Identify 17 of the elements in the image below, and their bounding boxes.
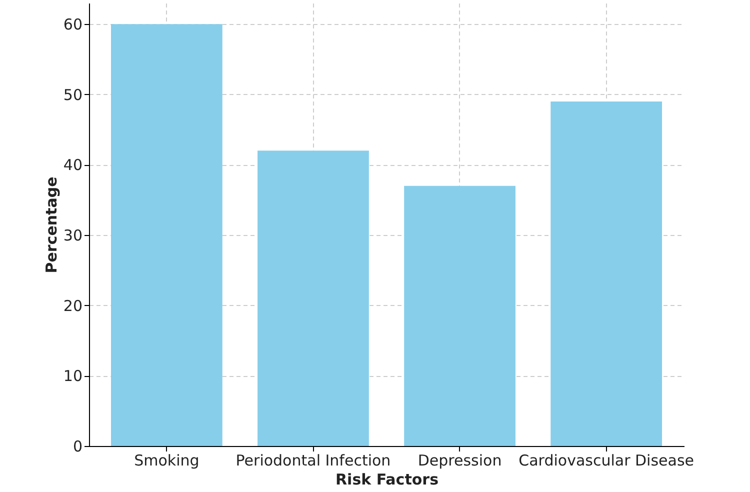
x-tick-label: Cardiovascular Disease [518,452,694,470]
x-tick-label: Periodontal Infection [236,452,391,470]
x-tick-label: Smoking [134,452,200,470]
y-axis-title: Percentage [42,176,60,274]
bar [258,150,369,446]
y-tick-label: 20 [63,296,82,315]
y-tick-label: 60 [63,16,82,34]
bar [404,186,516,446]
bar [550,101,662,446]
bar [110,24,222,446]
y-tick-label: 0 [72,438,82,456]
x-axis-title: Risk Factors [335,470,439,488]
x-tick-label: Depression [418,452,502,470]
y-tick-label: 50 [63,86,82,104]
y-tick-label: 40 [63,156,82,174]
y-tick-label: 30 [63,226,82,245]
y-tick-label: 10 [63,367,82,386]
